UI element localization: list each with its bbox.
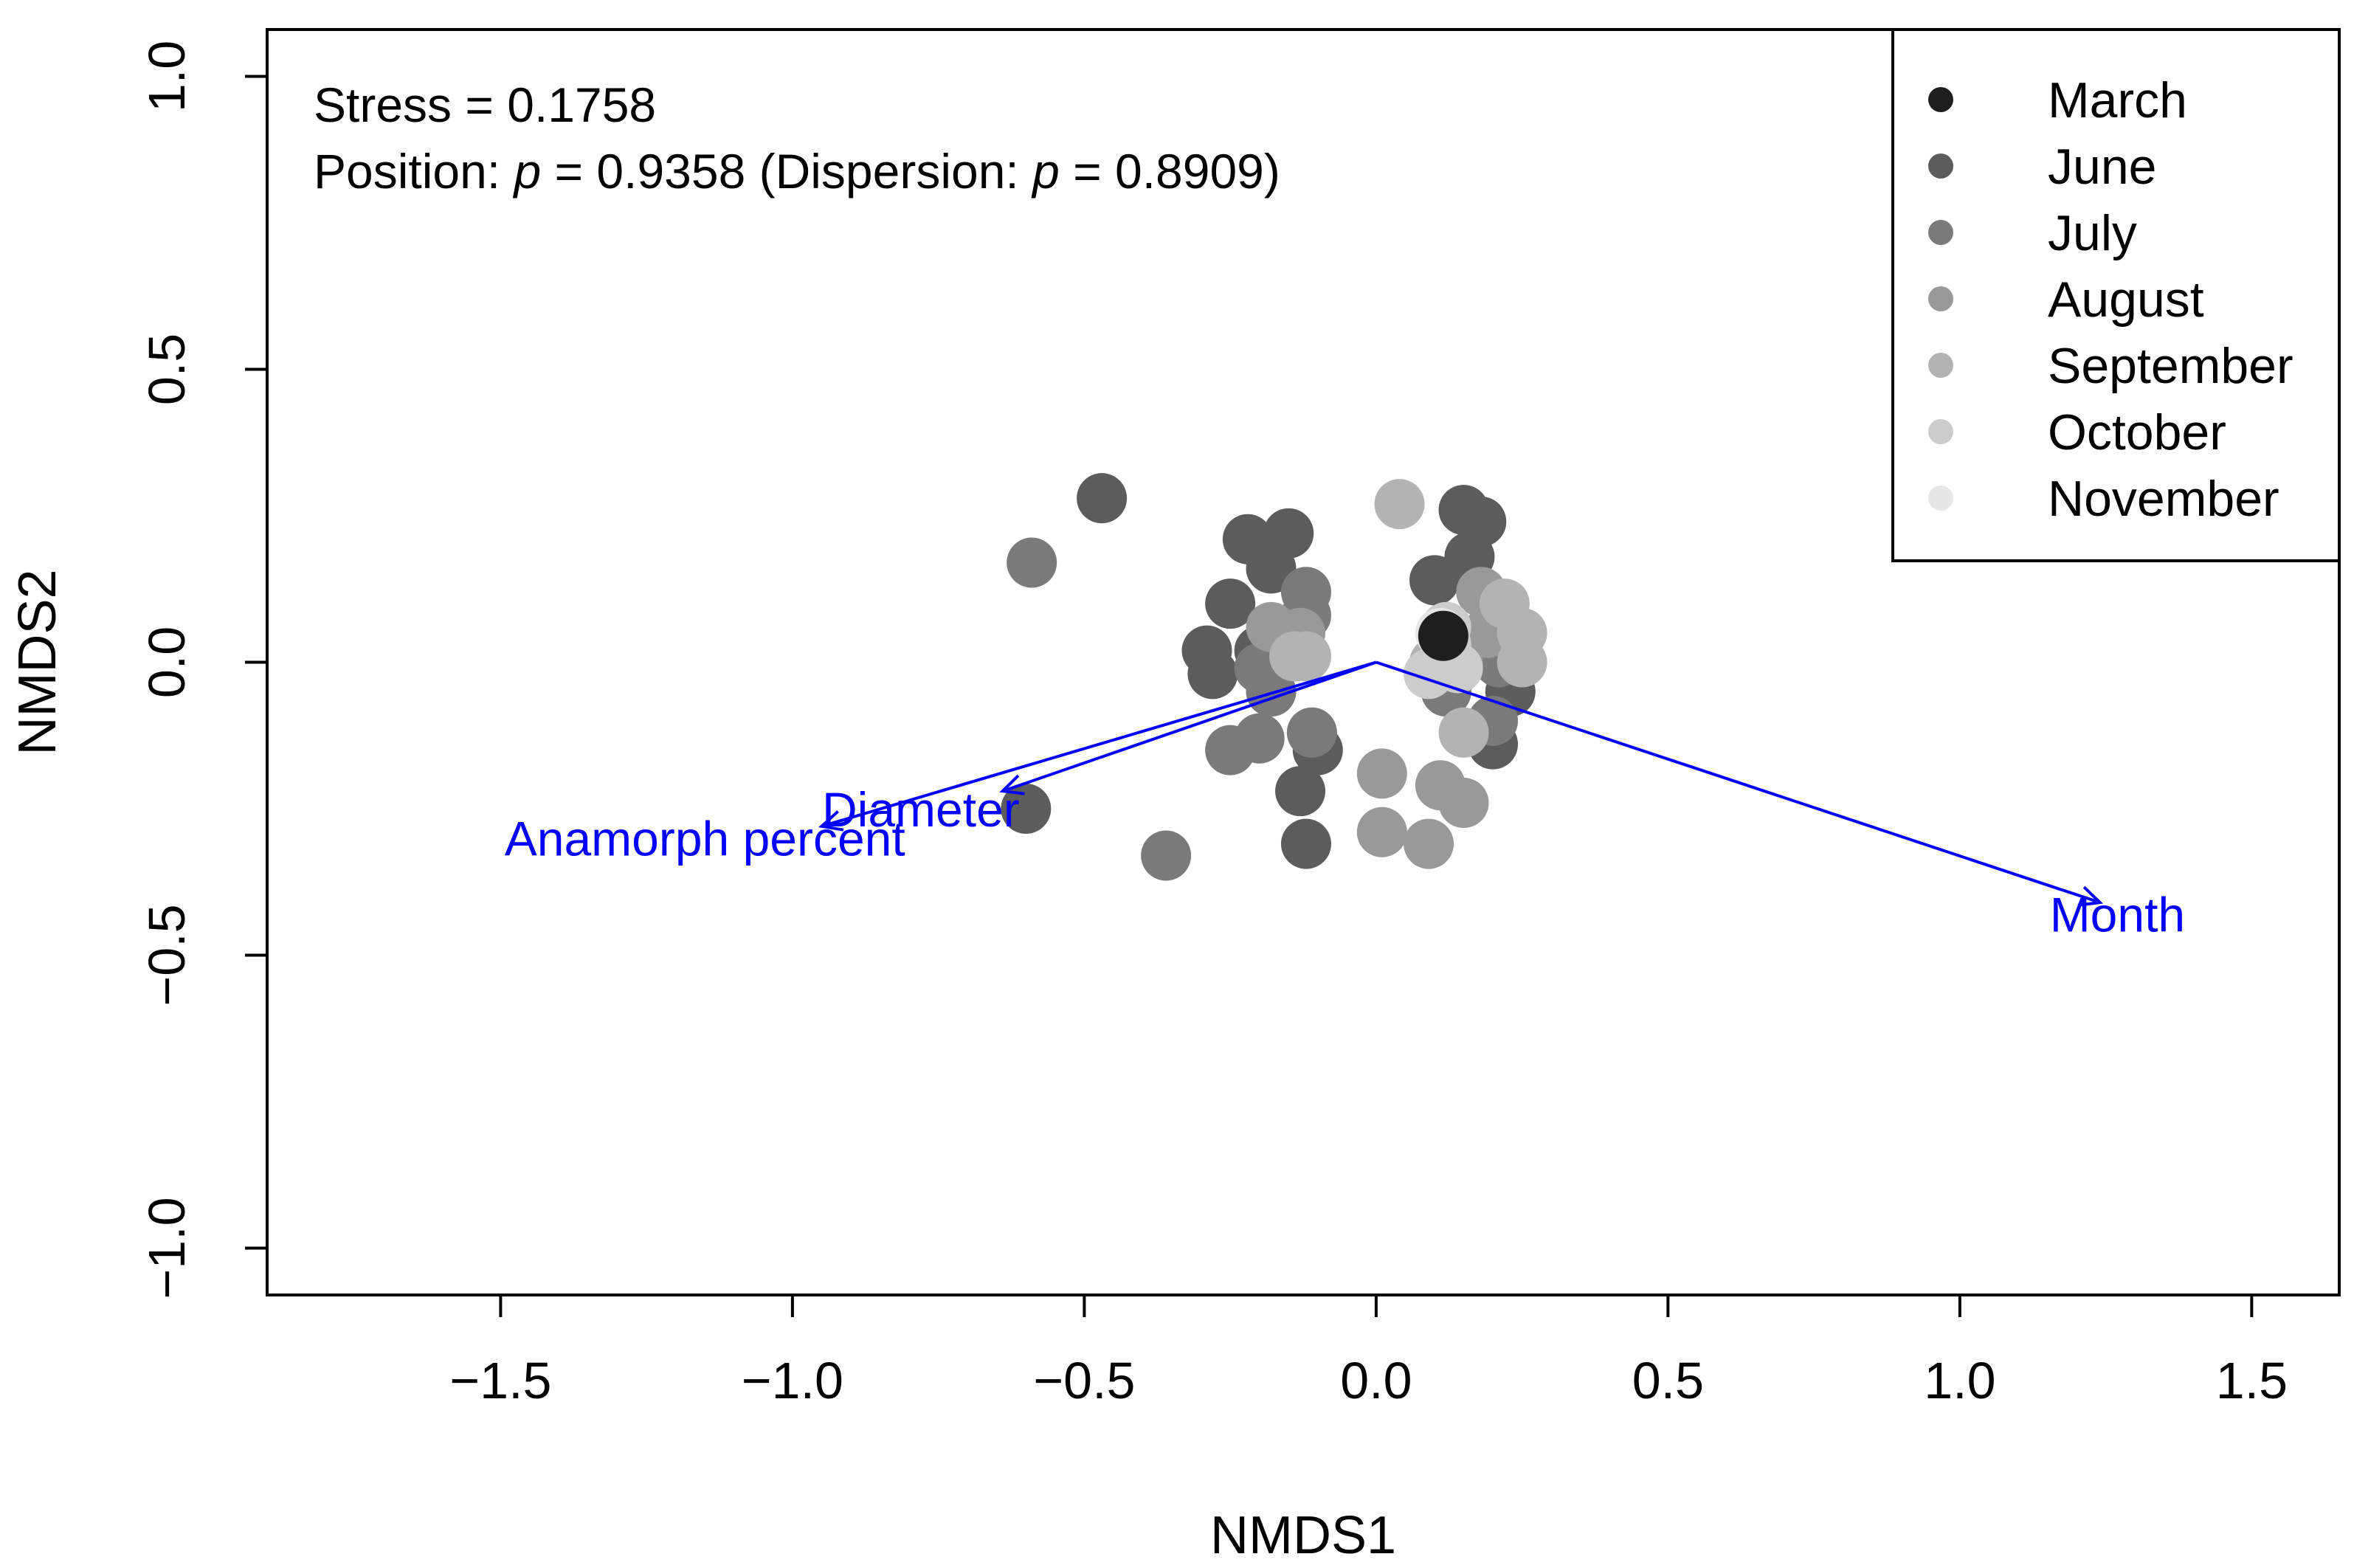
x-tick-label: 0.0	[1340, 1352, 1412, 1409]
dispersion-value: = 0.8909)	[1060, 144, 1280, 198]
point-october	[1404, 649, 1454, 700]
x-tick-label: 1.0	[1924, 1352, 1995, 1409]
x-axis: −1.5 −1.0 −0.5 0.0 0.5 1.0 1.5	[449, 1294, 2288, 1409]
point-june	[1280, 818, 1331, 869]
legend-box	[1891, 28, 2341, 562]
dispersion-p-symbol: p	[1031, 144, 1060, 198]
vector-diameter	[1001, 660, 1377, 793]
point-june	[1205, 578, 1256, 629]
point-august	[1438, 778, 1489, 829]
point-march	[1418, 610, 1468, 661]
y-axis-title: NMDS2	[8, 569, 67, 755]
legend-label-november: November	[2048, 471, 2279, 527]
x-tick-label: −1.5	[449, 1352, 551, 1409]
point-august	[1356, 807, 1407, 857]
point-june	[1001, 783, 1052, 834]
point-june	[1187, 649, 1238, 700]
point-september	[1497, 637, 1547, 688]
point-august	[1356, 748, 1407, 799]
vector-label-anamorph-percent: Anamorph percent	[505, 812, 905, 866]
vector-anamorph-percent	[821, 660, 1377, 828]
vector-label-month: Month	[2050, 888, 2185, 942]
y-tick-label: −1.0	[138, 1197, 196, 1299]
position-prefix: Position:	[314, 144, 514, 198]
legend: March June July August September October Novem…	[1891, 28, 2341, 562]
point-september	[1438, 707, 1489, 758]
x-axis-title: NMDS1	[1210, 1506, 1396, 1565]
stress-annotation: Stress = 0.1758	[314, 77, 656, 132]
legend-label-july: July	[2048, 205, 2137, 261]
legend-marker-march	[1928, 87, 1953, 112]
point-june	[1077, 473, 1128, 524]
vector-arrowhead	[2077, 885, 2104, 907]
x-tick-label: −1.0	[742, 1352, 843, 1409]
y-tick-label: 1.0	[138, 41, 196, 112]
legend-label-september: September	[2048, 338, 2293, 394]
vector-arrowhead	[999, 774, 1025, 795]
y-tick-label: 0.5	[138, 334, 196, 405]
position-value: = 0.9358 (Dispersion:	[541, 144, 1032, 198]
point-june	[1275, 766, 1326, 817]
vector-month	[1376, 660, 2101, 904]
y-tick-label: 0.0	[138, 626, 196, 698]
point-july	[1234, 713, 1285, 764]
position-annotation: Position: p = 0.9358 (Dispersion: p = 0.…	[314, 144, 1280, 198]
y-axis: −1.0 −0.5 0.0 0.5 1.0	[138, 41, 267, 1299]
legend-marker-june	[1928, 153, 1953, 179]
legend-marker-november	[1928, 486, 1953, 511]
legend-label-june: June	[2048, 139, 2156, 195]
x-tick-label: 1.5	[2216, 1352, 2288, 1409]
point-july	[1286, 707, 1337, 758]
position-p-symbol: p	[512, 144, 541, 198]
point-august	[1404, 818, 1454, 869]
point-july	[1007, 537, 1057, 588]
legend-marker-october	[1928, 419, 1953, 444]
legend-label-august: August	[2048, 272, 2204, 328]
legend-label-october: October	[2048, 404, 2226, 460]
x-tick-label: −0.5	[1033, 1352, 1135, 1409]
point-july	[1141, 830, 1192, 881]
legend-marker-july	[1928, 220, 1953, 245]
vector-arrowhead	[818, 810, 844, 832]
legend-marker-september	[1928, 353, 1953, 378]
legend-marker-august	[1928, 286, 1953, 311]
legend-label-march: March	[2048, 72, 2187, 128]
point-september	[1374, 479, 1425, 530]
point-september	[1269, 631, 1320, 682]
x-tick-label: 0.5	[1632, 1352, 1704, 1409]
points-layer	[1001, 473, 1547, 881]
y-tick-label: −0.5	[138, 904, 196, 1006]
vector-label-diameter: Diameter	[822, 782, 1020, 837]
